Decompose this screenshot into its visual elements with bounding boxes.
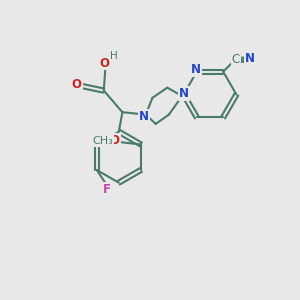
Text: N: N	[139, 110, 149, 123]
Text: H: H	[110, 50, 117, 61]
Text: N: N	[179, 87, 189, 101]
Text: O: O	[110, 134, 120, 147]
Text: N: N	[191, 63, 201, 76]
Text: F: F	[103, 183, 111, 196]
Text: N: N	[245, 52, 255, 65]
Text: CH₃: CH₃	[92, 136, 113, 146]
Text: O: O	[99, 56, 109, 70]
Text: O: O	[72, 78, 82, 92]
Text: C: C	[232, 53, 240, 66]
